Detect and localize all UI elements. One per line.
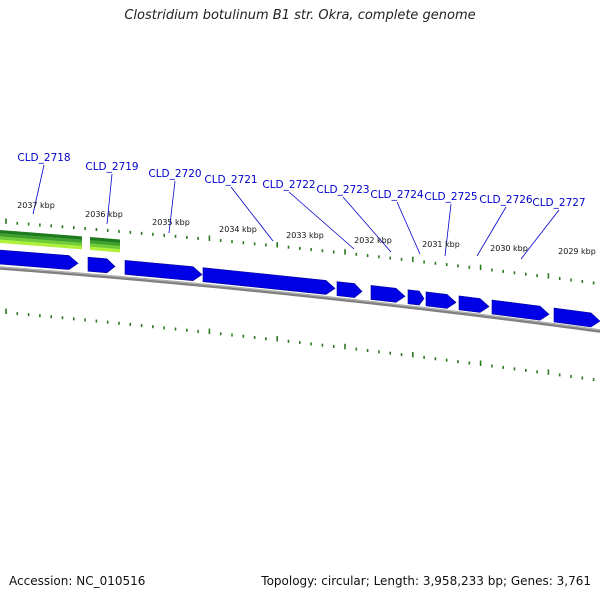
gc-band — [90, 240, 120, 247]
leader-line — [230, 186, 274, 242]
gene-arrow — [553, 307, 600, 328]
accession-label: Accession: — [9, 574, 73, 588]
gc-band — [90, 236, 120, 243]
kbp-label: 2035 kbp — [152, 218, 190, 227]
gene-label: CLD_2718 — [17, 152, 70, 164]
inner-tick-ring — [5, 308, 595, 382]
kbp-label: 2029 kbp — [558, 247, 596, 256]
gene-label: CLD_2719 — [85, 161, 138, 173]
outer-tick-ring — [5, 218, 595, 285]
gene-label: CLD_2721 — [204, 174, 257, 186]
leader-line — [168, 180, 176, 234]
kbp-label: 2034 kbp — [219, 225, 257, 234]
gene-arrow — [124, 260, 203, 282]
topology-label: Topology: — [261, 574, 318, 588]
map-title: Clostridium botulinum B1 str. Okra, comp… — [124, 8, 476, 23]
gene-label: CLD_2723 — [316, 184, 369, 196]
leader-line — [396, 201, 421, 255]
kbp-labels: 2037 kbp 2036 kbp 2035 kbp 2034 kbp 2033 kbp… — [17, 201, 596, 256]
topology-value: circular — [321, 574, 366, 588]
kbp-label: 2030 kbp — [490, 244, 528, 253]
kbp-label: 2036 kbp — [85, 210, 123, 219]
genes-value: 3,761 — [556, 574, 591, 588]
kbp-label: 2033 kbp — [286, 231, 324, 240]
accession-value: NC_010516 — [76, 574, 146, 588]
leader-line — [342, 196, 392, 253]
leader-line — [288, 191, 355, 250]
gene-arrow — [0, 249, 79, 270]
gene-track — [0, 249, 600, 328]
length-value: 3,958,233 bp — [422, 574, 503, 588]
gene-arrow — [336, 281, 363, 298]
gene-label: CLD_2720 — [148, 168, 201, 180]
gene-arrow — [87, 256, 116, 274]
gc-band — [0, 230, 82, 240]
gene-arrow — [407, 289, 425, 306]
leader-line — [106, 173, 113, 225]
gene-arrow — [425, 291, 457, 309]
backbone-highlight — [0, 266, 600, 331]
gene-arrow — [370, 285, 406, 303]
topology-summary: Topology: circular; Length: 3,958,233 bp… — [261, 574, 591, 588]
kbp-label: 2031 kbp — [422, 240, 460, 249]
accession-text: Accession: NC_010516 — [9, 574, 145, 588]
kbp-label: 2032 kbp — [354, 236, 392, 245]
length-label: Length: — [373, 574, 420, 588]
gene-arrow — [458, 295, 490, 313]
gene-arrow — [491, 299, 550, 321]
gene-label: CLD_2724 — [370, 189, 424, 201]
gene-label: CLD_2726 — [479, 194, 533, 206]
gene-labels: CLD_2718 CLD_2719 CLD_2720 CLD_2721 CLD_2722… — [17, 152, 585, 209]
gc-band — [0, 233, 82, 243]
leader-line — [520, 209, 560, 260]
backbone-line — [0, 266, 600, 333]
gene-label: CLD_2727 — [532, 197, 585, 209]
gene-label: CLD_2725 — [424, 191, 477, 203]
kbp-label: 2037 kbp — [17, 201, 55, 210]
gc-band — [90, 243, 120, 250]
leader-line — [444, 203, 452, 257]
gc-feature-track — [0, 230, 120, 253]
leader-line — [476, 206, 507, 257]
leader-line — [32, 164, 45, 215]
gc-band — [90, 246, 120, 253]
gc-band — [0, 236, 82, 247]
label-leaders — [32, 164, 560, 260]
genes-label: Genes: — [510, 574, 553, 588]
gene-label: CLD_2722 — [262, 179, 315, 191]
gene-arrow — [202, 267, 336, 295]
gc-band — [0, 239, 82, 250]
backbone-track — [0, 266, 600, 333]
